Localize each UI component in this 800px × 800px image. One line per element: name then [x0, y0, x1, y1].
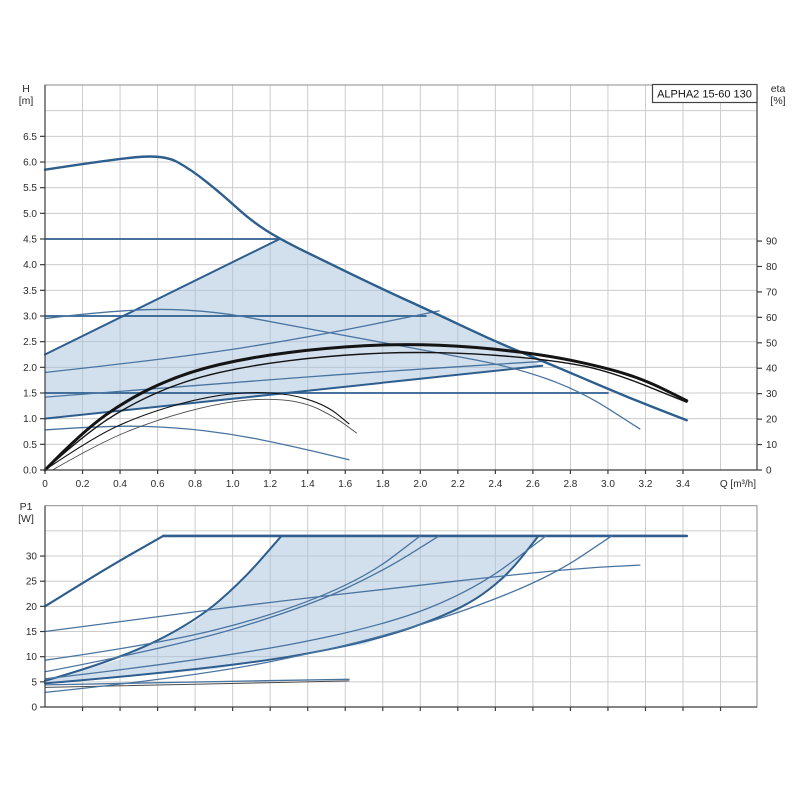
eta-axis-tick-label: 10: [766, 440, 778, 451]
eta-axis-label: eta: [771, 83, 786, 95]
q-axis-tick-label: 0.4: [113, 479, 127, 490]
q-axis-tick-label: 0: [42, 479, 48, 490]
eta-axis-tick-label: 40: [766, 364, 778, 375]
h-axis-tick-label: 3.5: [23, 286, 37, 297]
h-axis-tick-label: 6.5: [23, 132, 37, 143]
p1-axis-tick-label: 15: [26, 627, 38, 638]
q-axis-tick-label: 1.2: [263, 479, 277, 490]
autoadapt-operating-range: [45, 239, 543, 419]
shade-top-boundary-line: [44, 238, 281, 356]
p1-pp3-curve: [44, 535, 440, 673]
h-axis-unit: [m]: [19, 95, 34, 107]
pump-name-label: ALPHA2 15-60 130: [657, 89, 752, 101]
q-axis-tick-label: 3.4: [676, 479, 690, 490]
q-axis-tick-label: 0.8: [188, 479, 202, 490]
q-axis-tick-label: 2.8: [563, 479, 577, 490]
h-axis-tick-label: 0.5: [23, 440, 37, 451]
q-axis-tick-label: 3.0: [601, 479, 615, 490]
q-axis-tick-label: 2.4: [488, 479, 502, 490]
h-axis-tick-label: 4.0: [23, 260, 37, 271]
p1-pp2-curve: [44, 535, 547, 680]
p1-cp3-curve-shade-top: [44, 534, 283, 682]
h-axis-tick-label: 1.5: [23, 389, 37, 400]
q-axis-tick-label: 0.6: [151, 479, 165, 490]
pp3-proportional-pressure-line: [44, 310, 440, 374]
p1-axis-tick-label: 20: [26, 602, 38, 613]
eta-axis-tick-label: 80: [766, 262, 778, 273]
h-axis-tick-label: 2.0: [23, 363, 37, 374]
eta-axis-tick-label: 0: [766, 466, 772, 477]
p1-axis-tick-label: 10: [26, 652, 38, 663]
q-axis-tick-label: 2.6: [526, 479, 540, 490]
q-axis-tick-label: 2.2: [451, 479, 465, 490]
p1-speed-i-curve: [44, 678, 350, 686]
eta-axis-unit: [%]: [770, 95, 785, 107]
p1-pp1-curve-shade-bottom: [44, 534, 540, 685]
h-axis-tick-label: 1.0: [23, 414, 37, 425]
pp2-proportional-pressure-line: [44, 360, 547, 398]
q-axis-tick-label: 3.2: [639, 479, 653, 490]
p1-axis-label: P1: [20, 501, 33, 513]
eta-axis-tick-label: 70: [766, 287, 778, 298]
p1-axis-tick-label: 25: [26, 577, 38, 588]
p1-axis-tick-label: 0: [31, 703, 37, 714]
eta-curve-speed-i-thin: [52, 398, 357, 471]
pp1-curve-shade-bottom: [44, 364, 544, 420]
p1-max-speed-rise: [43, 534, 165, 608]
h-axis-tick-label: 5.0: [23, 209, 37, 220]
q-axis-tick-label: 1.6: [338, 479, 352, 490]
p1-axis-tick-label: 30: [26, 552, 38, 563]
q-axis-tick-label: 1.0: [226, 479, 240, 490]
eta-axis-tick-label: 30: [766, 389, 778, 400]
q-axis-tick-label: 2.0: [413, 479, 427, 490]
eta-axis-tick-label: 60: [766, 313, 778, 324]
p1-cp2-curve: [44, 535, 421, 661]
q-axis-tick-label: 1.8: [376, 479, 390, 490]
p1-axis-tick-label: 5: [31, 677, 37, 688]
eta-axis-tick-label: 90: [766, 237, 778, 248]
eta-axis-tick-label: 20: [766, 415, 778, 426]
q-axis-unit-label: Q [m³/h]: [720, 479, 756, 490]
h-axis-tick-label: 5.5: [23, 183, 37, 194]
h-axis-tick-label: 6.0: [23, 158, 37, 169]
h-axis-tick-label: 4.5: [23, 235, 37, 246]
q-axis-tick-label: 0.2: [76, 479, 90, 490]
p1-cp1-curve: [44, 535, 613, 694]
eta-axis-tick-label: 50: [766, 338, 778, 349]
speed-ii-curve: [44, 308, 641, 430]
p1-axis-unit: [W]: [18, 513, 34, 525]
eta-curve-speed-i: [44, 392, 350, 471]
pump-name-box: [651, 83, 758, 104]
h-axis-tick-label: 3.0: [23, 312, 37, 323]
eta-curve-speed-ii: [44, 351, 688, 471]
h-axis-tick-label: 2.5: [23, 337, 37, 348]
q-axis-tick-label: 1.4: [301, 479, 315, 490]
speed-i-curve: [44, 425, 350, 461]
h-axis-tick-label: 0.0: [23, 466, 37, 477]
h-axis-label: H: [22, 83, 30, 95]
max-speed-iii-curve: [43, 155, 688, 422]
p1-speed-ii-curve: [44, 564, 641, 633]
p1-speed-i-curve-thin: [44, 680, 350, 688]
eta-curve-speed-iii: [43, 343, 689, 472]
